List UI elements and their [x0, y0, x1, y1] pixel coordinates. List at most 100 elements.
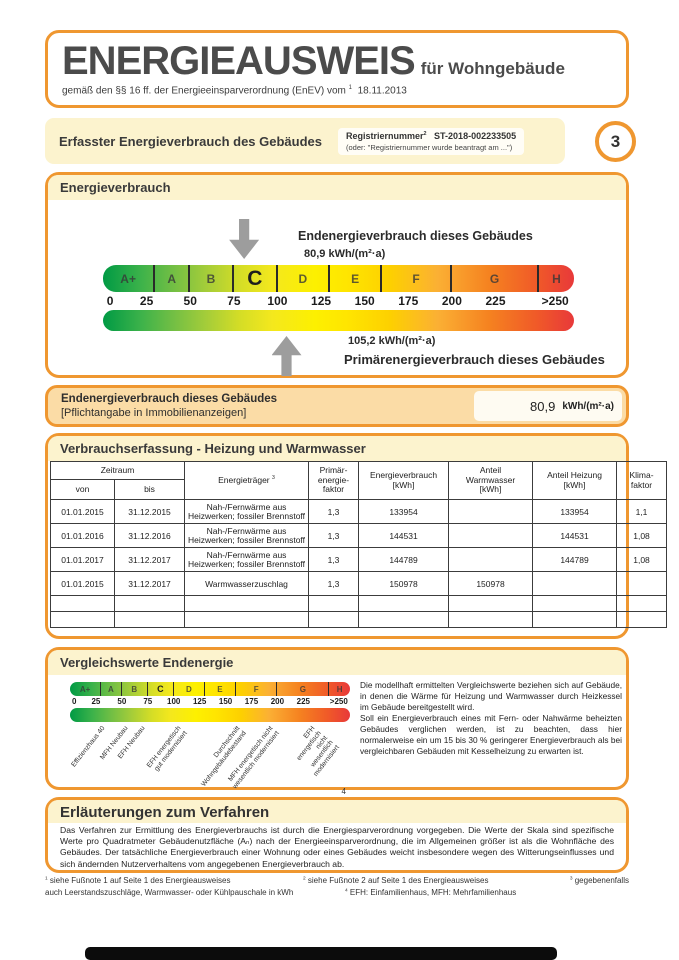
energy-scale: A+ A B C D E F G H 0 25 50 75 100 125 150 175 200 225 >250 — [103, 219, 574, 376]
cell-traeger: Nah-/Fernwärme aus Heizwerken; fossiler … — [184, 547, 310, 572]
header-verbrauch: Energieverbrauch [kWh] — [358, 461, 450, 500]
cell-traeger: Nah-/Fernwärme aus Heizwerken; fossiler … — [184, 523, 310, 548]
scale-tick-label: 125 — [192, 697, 207, 706]
cell-heizung: 144531 — [532, 523, 618, 548]
energy-class-a: A — [101, 682, 122, 696]
header-von: von — [50, 479, 115, 500]
footnote-3: 3 gegebenenfalls — [569, 876, 629, 885]
cell-klima: 1,1 — [616, 499, 668, 524]
scale-tick-label: 175 — [244, 697, 259, 706]
header-energietraeger: Energieträger 3 — [184, 461, 310, 500]
cell-ww — [448, 595, 534, 612]
cell-traeger — [184, 611, 310, 628]
table-row: 01.01.2015 31.12.2017 Warmwasserzuschlag 1,… — [50, 571, 668, 596]
comparison-strip: Vergleichswerte Endenergie — [48, 650, 626, 675]
scale-tick-label: 200 — [441, 294, 462, 308]
footnote-4: 4 EFH: Einfamilienhaus, MFH: Mehrfamilie… — [345, 888, 517, 897]
energy-consumption-title: Energieverbrauch — [60, 180, 171, 195]
scale-tick-label: 50 — [117, 697, 127, 706]
band-value-box: 80,9 kWh/(m²·a) — [474, 391, 622, 421]
scale-tick-label: 25 — [139, 294, 154, 308]
energy-class-d: D — [174, 682, 205, 696]
scale-tick-label: 150 — [354, 294, 375, 308]
energy-class-b: B — [190, 265, 234, 292]
scale-tick-label: >250 — [541, 294, 569, 308]
cell-ww — [448, 611, 534, 628]
cell-klima — [616, 571, 668, 596]
cell-pef — [308, 611, 360, 628]
regulation-date: 18.11.2013 — [357, 85, 407, 97]
cell-pef: 1,3 — [308, 547, 360, 572]
cell-klima: 1,08 — [616, 523, 668, 548]
scale-tick-label: 175 — [398, 294, 419, 308]
scale-tick-label: 150 — [218, 697, 233, 706]
cell-bis — [113, 611, 186, 628]
cell-verbrauch: 144531 — [358, 523, 450, 548]
end-energy-arrow-icon — [229, 219, 260, 259]
end-energy-band: Endenergieverbrauch dieses Gebäudes [Pfl… — [45, 385, 629, 427]
cell-traeger: Warmwasserzuschlag — [184, 571, 310, 596]
energy-class-g: G — [277, 682, 330, 696]
cell-von: 01.01.2016 — [50, 523, 115, 548]
cell-heizung: 144789 — [532, 547, 618, 572]
header-pef: Primär- energie- faktor — [308, 461, 360, 500]
scale-tick-label: 100 — [167, 697, 181, 706]
band-value: 80,9 — [530, 398, 556, 414]
banner-title: Erfasster Energieverbrauch des Gebäudes — [59, 133, 323, 149]
table-row: 01.01.2015 31.12.2015 Nah-/Fernwärme aus H… — [50, 499, 668, 524]
primary-energy-label: Primärenergieverbrauch dieses Gebäudes — [344, 352, 605, 367]
cell-pef: 1,3 — [308, 571, 360, 596]
energy-class-g: G — [452, 265, 540, 292]
registry-box: Registriernummer2 ST-2018-002233505 (ode… — [338, 127, 525, 155]
comparison-label: EFH energetisch nicht wesentlich moderni… — [295, 725, 341, 779]
cell-von — [50, 611, 115, 628]
cell-heizung — [532, 595, 618, 612]
comparison-class-bar: A+ A B C D E F G H — [70, 682, 350, 696]
footnote-1: 1 siehe Fußnote 1 auf Seite 1 des Energi… — [45, 876, 231, 885]
registry-label: Registriernummer — [346, 130, 424, 141]
primary-energy-arrow-icon — [271, 336, 302, 376]
primary-energy-value: 105,2 kWh/(m²·a) — [348, 335, 436, 347]
cell-klima: 1,08 — [616, 547, 668, 572]
energy-class-c: C — [148, 682, 174, 696]
energy-class-b: B — [122, 682, 148, 696]
scale-tick-label: 225 — [296, 697, 311, 706]
end-energy-value: 80,9 kWh/(m²·a) — [304, 248, 386, 260]
cell-klima — [616, 611, 668, 628]
explanation-title: Erläuterungen zum Verfahren — [60, 804, 270, 821]
cell-heizung — [532, 611, 618, 628]
cell-verbrauch: 133954 — [358, 499, 450, 524]
comparison-label: EFH energetisch gut modernisiert — [145, 725, 189, 773]
cell-von: 01.01.2017 — [50, 547, 115, 572]
scale-tick-label: 0 — [71, 697, 77, 706]
cell-heizung: 133954 — [532, 499, 618, 524]
energy-class-h: H — [336, 684, 343, 694]
cell-heizung — [532, 571, 618, 596]
comparison-scale-numbers: 0 25 50 75 100 125 150 175 200 225 >250 — [70, 696, 350, 708]
explanation-box: Erläuterungen zum Verfahren Das Verfahre… — [45, 797, 629, 873]
comparison-footnote-mark: 4 — [341, 787, 346, 796]
cell-ww: 150978 — [448, 571, 534, 596]
cell-bis: 31.12.2017 — [113, 547, 186, 572]
table-row — [50, 611, 668, 628]
cell-von: 01.01.2015 — [50, 571, 115, 596]
cell-pef — [308, 595, 360, 612]
footnote-2: 2 siehe Fußnote 2 auf Seite 1 des Energi… — [303, 876, 489, 885]
cell-ww — [448, 499, 534, 524]
cell-bis: 31.12.2016 — [113, 523, 186, 548]
footnote-3-continuation: auch Leerstandszuschläge, Warmwasser- od… — [45, 888, 294, 897]
document-title: ENERGIEAUSWEIS — [62, 39, 416, 83]
header-klima: Klima- faktor — [616, 461, 668, 500]
cell-pef: 1,3 — [308, 499, 360, 524]
cell-von: 01.01.2015 — [50, 499, 115, 524]
scale-tick-label: 75 — [227, 294, 241, 308]
regulation-line: gemäß den §§ 16 ff. der Energieeinsparve… — [62, 85, 612, 96]
energy-class-c: C — [234, 265, 278, 292]
energy-class-f: F — [382, 265, 452, 292]
scale-tick-label: 225 — [485, 294, 506, 308]
energy-gradient-bar — [103, 310, 574, 331]
scale-tick-label: >250 — [329, 697, 348, 706]
header-heizung: Anteil Heizung [kWh] — [532, 461, 618, 500]
cell-klima — [616, 595, 668, 612]
scale-tick-label: 125 — [311, 294, 332, 308]
